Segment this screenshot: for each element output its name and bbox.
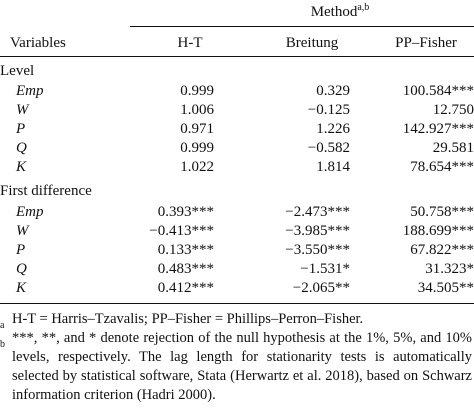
col-breitung-header: Breitung xyxy=(285,35,339,51)
section-title-first-difference: First difference xyxy=(0,183,92,199)
bottom-rule xyxy=(0,303,474,304)
header-rule xyxy=(0,56,474,57)
col-ht-header: H-T xyxy=(177,35,203,51)
variables-header: Variables xyxy=(10,35,66,51)
method-rule xyxy=(130,26,474,27)
col-ppfisher-header: PP–Fisher xyxy=(395,35,457,51)
method-header: Methoda,b xyxy=(310,2,370,21)
section-title-level: Level xyxy=(0,63,35,79)
